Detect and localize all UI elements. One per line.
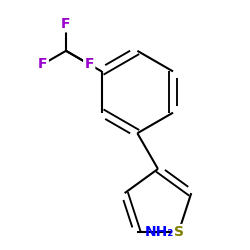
Text: S: S (174, 225, 184, 239)
Text: F: F (38, 57, 48, 71)
Text: NH₂: NH₂ (145, 225, 174, 239)
Text: F: F (84, 57, 94, 71)
Text: F: F (61, 17, 71, 31)
